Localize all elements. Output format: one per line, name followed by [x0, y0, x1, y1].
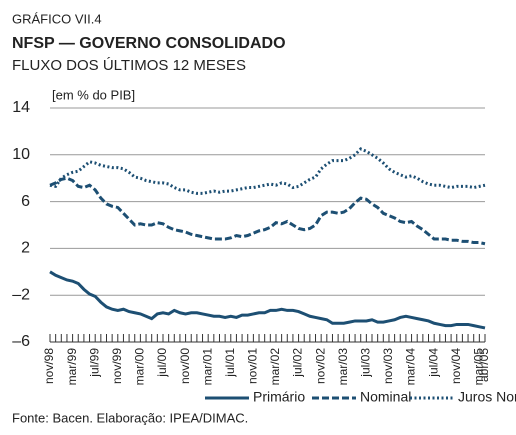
x-tick-label: nov/01 [246, 348, 260, 384]
x-tick-label: jul/01 [223, 348, 237, 378]
series-line [49, 147, 486, 195]
source: Fonte: Bacen. Elaboração: IPEA/DIMAC. [12, 410, 248, 425]
x-tick-label: nov/99 [110, 348, 124, 384]
x-tick-label: nov/00 [178, 348, 192, 384]
x-tick-label: mar/00 [133, 348, 147, 386]
x-tick-label: mar/03 [336, 348, 350, 386]
x-tick-label: nov/02 [313, 348, 327, 384]
series-line [49, 270, 486, 330]
x-tick-label: jul/03 [359, 348, 373, 378]
y-tick-label: 14 [12, 99, 30, 116]
x-tick-label: abr/05 [477, 348, 491, 382]
x-tick-label: mar/01 [200, 348, 214, 386]
y-tick-label: –6 [12, 333, 30, 350]
y-tick-label: 2 [21, 240, 30, 257]
x-tick-label: jul/02 [291, 348, 305, 378]
x-tick-label: nov/03 [381, 348, 395, 384]
legend-label: Juros Nominais [458, 389, 516, 405]
x-tick-label: nov/04 [449, 348, 463, 384]
x-tick-label: jul/99 [87, 348, 101, 378]
y-tick-label: –2 [12, 286, 30, 303]
x-tick-label: jul/04 [426, 348, 440, 378]
y-tick-label: 10 [12, 146, 30, 163]
kicker: GRÁFICO VII.4 [12, 11, 102, 26]
chart-subtitle: FLUXO DOS ÚLTIMOS 12 MESES [12, 57, 246, 74]
legend-label: Primário [253, 389, 305, 405]
y-tick-label: 6 [21, 193, 30, 210]
x-tick-label: mar/04 [404, 348, 418, 386]
y-axis-label: [em % do PIB] [52, 87, 135, 102]
x-tick-label: jul/00 [155, 348, 169, 378]
x-tick-label: mar/05 [472, 348, 486, 386]
legend-label: Nominal [360, 389, 411, 405]
series-line [49, 176, 486, 246]
chart-title: NFSP — GOVERNO CONSOLIDADO [12, 35, 286, 52]
x-tick-label: nov/98 [42, 348, 56, 384]
x-tick-label: mar/02 [268, 348, 282, 386]
x-tick-label: mar/99 [65, 348, 79, 386]
